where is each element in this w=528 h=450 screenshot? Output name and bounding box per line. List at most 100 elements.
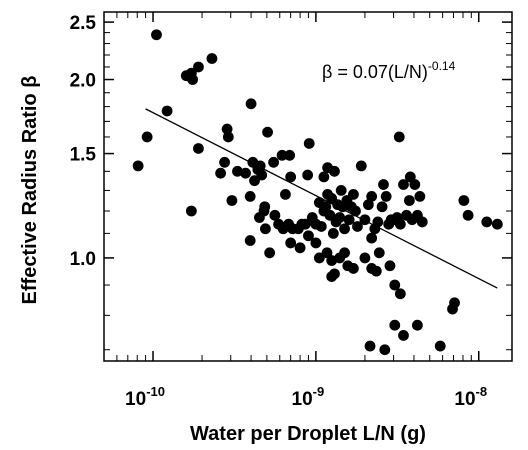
- x-tick-label: 10-10: [125, 384, 165, 410]
- data-point: [285, 171, 297, 183]
- data-point: [462, 209, 474, 221]
- data-point: [398, 330, 409, 341]
- data-point: [394, 288, 406, 300]
- data-point: [244, 191, 256, 202]
- data-point: [376, 201, 388, 213]
- data-point: [339, 247, 350, 259]
- data-point: [268, 156, 280, 168]
- data-point: [245, 98, 257, 110]
- data-point: [244, 235, 256, 246]
- x-tick-exponent: -10: [146, 384, 165, 399]
- data-point: [269, 209, 281, 221]
- data-point: [284, 149, 296, 161]
- major-ticks: [104, 12, 512, 361]
- data-point: [458, 195, 470, 206]
- data-point: [221, 123, 233, 135]
- data-point: [366, 263, 378, 274]
- x-axis-title: Water per Droplet L/N (g): [190, 423, 426, 445]
- data-point: [491, 218, 503, 230]
- data-point: [318, 171, 330, 183]
- data-points: [132, 29, 503, 356]
- data-point: [299, 218, 311, 230]
- y-tick-label: 2.0: [70, 71, 96, 92]
- data-point: [449, 297, 460, 309]
- data-point: [315, 221, 327, 232]
- data-point: [434, 340, 446, 352]
- data-point: [343, 214, 355, 226]
- fit-equation-exponent: -0.14: [428, 59, 456, 73]
- y-tick-label: 1.5: [70, 145, 97, 166]
- data-point: [372, 216, 384, 228]
- data-point: [276, 149, 288, 161]
- data-point: [222, 131, 234, 143]
- data-point: [232, 165, 243, 177]
- data-point: [389, 279, 401, 291]
- data-point: [322, 162, 333, 174]
- x-tick-base: 10: [454, 389, 475, 410]
- fit-equation-text: β = 0.07(L/N): [322, 62, 428, 82]
- x-tick-base: 10: [125, 389, 146, 410]
- data-point: [355, 160, 367, 172]
- data-point: [303, 138, 315, 149]
- x-tick-base: 10: [292, 389, 313, 410]
- data-point: [280, 188, 291, 200]
- data-point: [334, 212, 346, 223]
- data-point: [303, 230, 314, 242]
- data-point: [219, 156, 230, 168]
- data-point: [481, 216, 493, 228]
- y-tick-labels: 1.0 1.5 2.0 2.5: [70, 13, 97, 270]
- data-point: [240, 167, 251, 179]
- data-point: [151, 29, 162, 41]
- data-point: [161, 105, 173, 117]
- data-point: [285, 237, 297, 249]
- data-point: [313, 252, 325, 264]
- data-point: [350, 205, 361, 217]
- x-tick-exponent: -9: [313, 384, 325, 399]
- data-point: [260, 223, 271, 235]
- data-point: [366, 191, 378, 202]
- x-tick-labels: 10-10 10-9 10-8: [125, 384, 487, 410]
- data-point: [310, 237, 322, 249]
- y-tick-label: 1.0: [70, 249, 96, 270]
- data-point: [262, 126, 273, 138]
- data-point: [362, 199, 374, 211]
- data-point: [258, 205, 270, 217]
- data-point: [187, 74, 199, 85]
- data-point: [327, 227, 339, 239]
- data-point: [185, 205, 197, 217]
- data-point: [206, 53, 218, 64]
- data-point: [335, 184, 347, 196]
- data-point: [226, 195, 238, 206]
- data-point: [302, 169, 314, 181]
- data-point: [379, 344, 391, 356]
- data-point: [403, 195, 415, 206]
- data-point: [254, 160, 266, 172]
- data-point: [193, 61, 204, 73]
- data-point: [339, 223, 350, 235]
- x-tick-exponent: -8: [476, 384, 488, 399]
- data-point: [348, 188, 359, 200]
- data-point: [394, 218, 406, 230]
- x-tick-label: 10-9: [292, 384, 325, 410]
- data-point: [378, 179, 389, 190]
- data-point: [348, 263, 359, 274]
- data-point: [132, 160, 144, 172]
- data-point: [193, 143, 204, 154]
- data-point: [380, 191, 392, 202]
- data-point: [411, 319, 423, 331]
- data-point: [256, 169, 268, 181]
- data-point: [326, 271, 338, 283]
- data-point: [359, 214, 371, 226]
- y-axis-title: Effective Radius Ratio β: [19, 76, 41, 305]
- data-point: [359, 252, 371, 264]
- data-point: [364, 340, 376, 352]
- data-point: [141, 131, 153, 143]
- data-point: [320, 201, 332, 213]
- data-point: [294, 242, 306, 254]
- minor-ticks: [104, 11, 512, 361]
- data-point: [373, 247, 385, 259]
- data-point: [416, 216, 428, 228]
- data-point: [404, 171, 416, 183]
- data-point: [384, 260, 396, 272]
